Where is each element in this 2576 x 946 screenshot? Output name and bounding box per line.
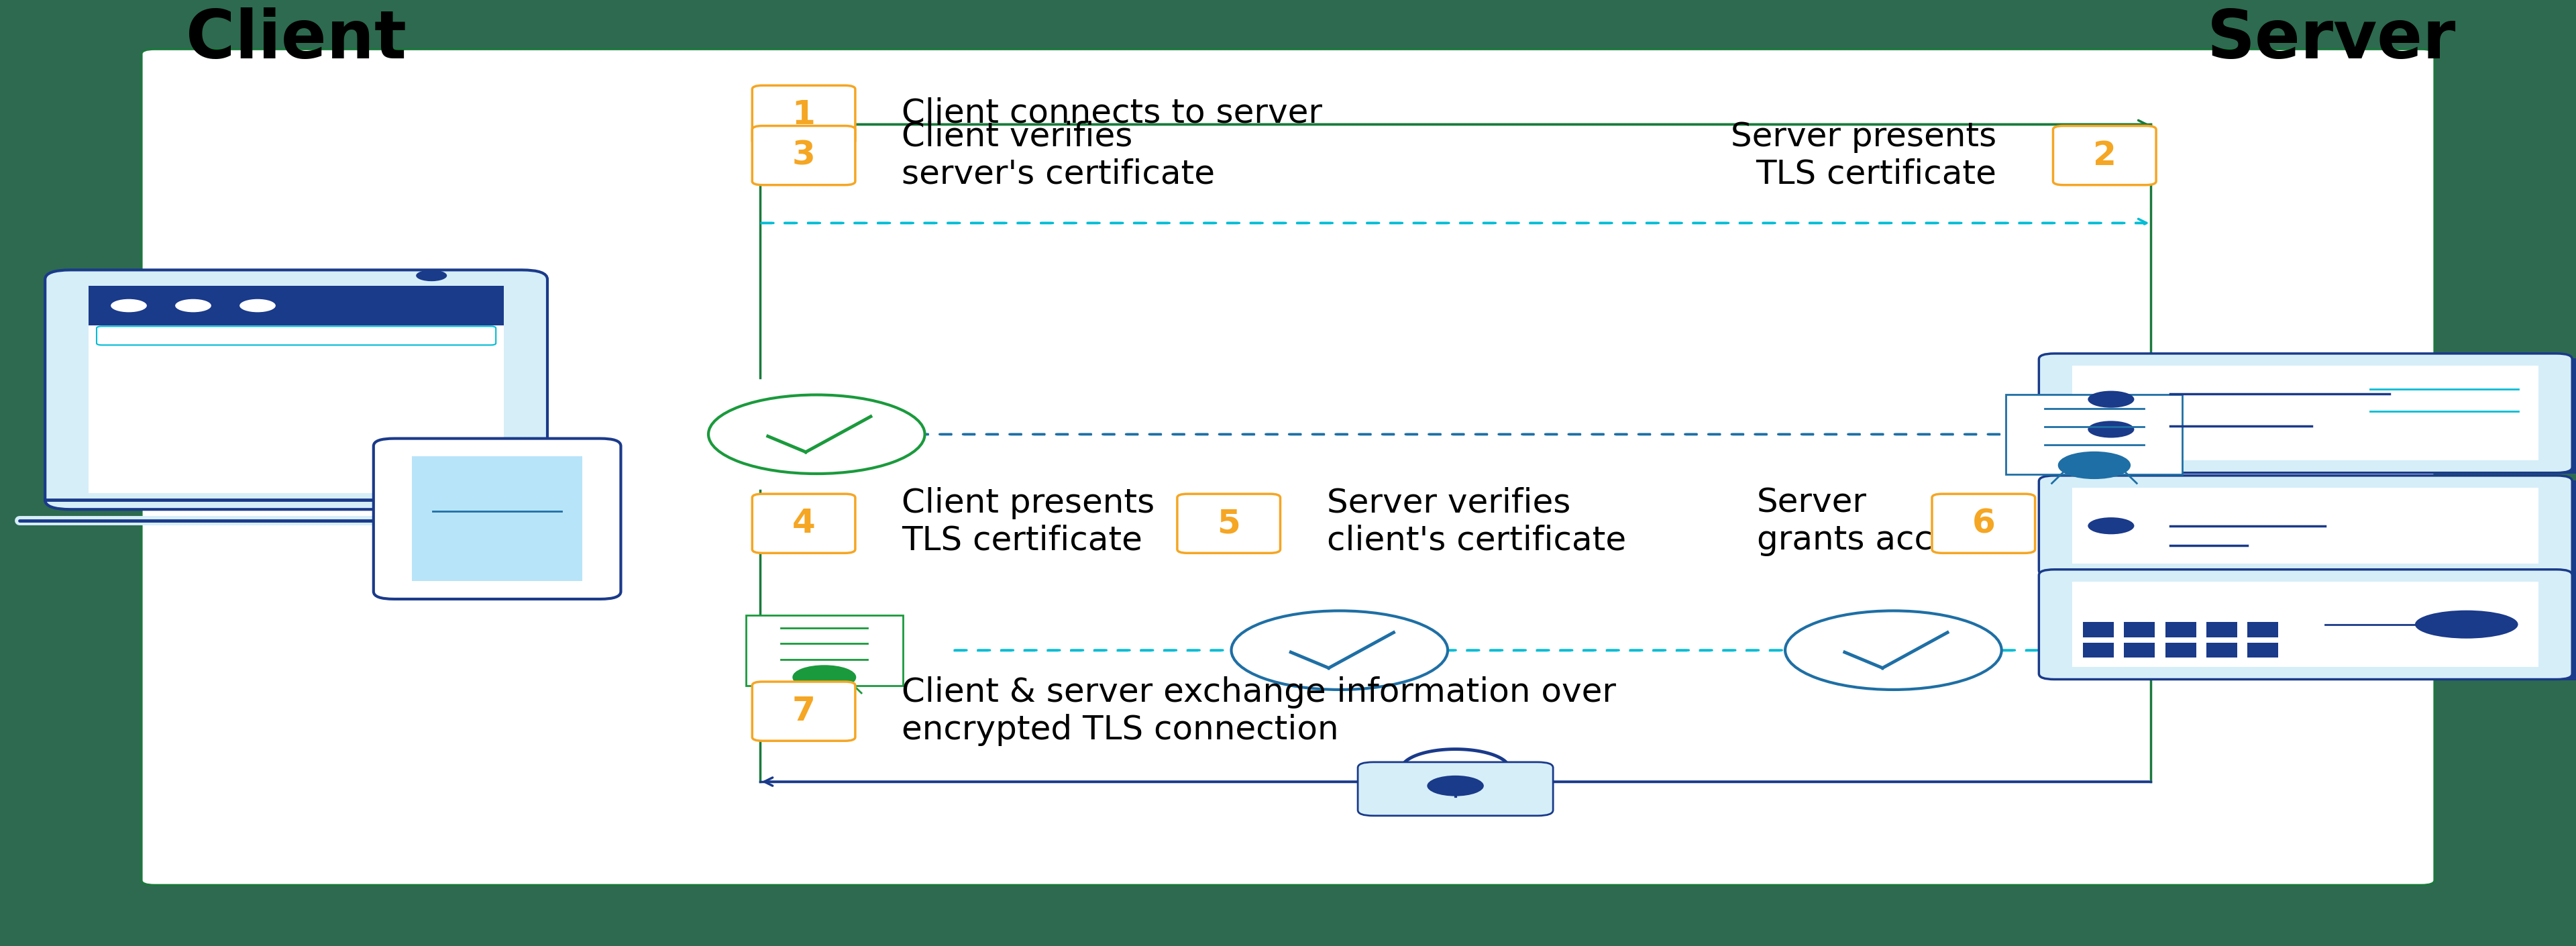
FancyBboxPatch shape [2558,574,2576,680]
FancyBboxPatch shape [374,439,621,599]
Circle shape [175,299,211,312]
FancyBboxPatch shape [2205,642,2236,657]
Text: Client presents
TLS certificate: Client presents TLS certificate [902,487,1154,556]
FancyBboxPatch shape [46,270,546,509]
FancyBboxPatch shape [2053,126,2156,185]
Text: Server presents
TLS certificate: Server presents TLS certificate [1731,121,1996,190]
FancyBboxPatch shape [2040,354,2571,473]
FancyBboxPatch shape [2123,642,2154,657]
FancyBboxPatch shape [2081,622,2112,637]
Text: Client verifies
server's certificate: Client verifies server's certificate [902,121,1216,190]
Circle shape [2087,421,2136,438]
Text: 1: 1 [791,99,817,131]
Text: 3: 3 [791,139,817,171]
FancyBboxPatch shape [2164,642,2195,657]
FancyBboxPatch shape [2246,642,2277,657]
Circle shape [1427,776,1484,797]
FancyBboxPatch shape [752,85,855,145]
Text: 5: 5 [1216,507,1242,539]
FancyBboxPatch shape [2071,488,2540,564]
Text: Client: Client [185,8,407,73]
Text: Server
grants access: Server grants access [1757,487,1989,556]
FancyBboxPatch shape [2558,481,2576,577]
Text: 4: 4 [791,507,817,539]
FancyBboxPatch shape [2164,622,2195,637]
Circle shape [2087,517,2136,534]
FancyBboxPatch shape [2123,622,2154,637]
Circle shape [1785,611,2002,690]
Ellipse shape [2416,610,2519,639]
Text: 2: 2 [2092,139,2117,171]
Circle shape [2058,452,2130,478]
Text: Client & server exchange information over
encrypted TLS connection: Client & server exchange information ove… [902,676,1615,746]
FancyBboxPatch shape [2205,622,2236,637]
FancyBboxPatch shape [2071,582,2540,667]
FancyBboxPatch shape [2007,394,2182,474]
Circle shape [1231,611,1448,690]
FancyBboxPatch shape [747,615,902,686]
Circle shape [111,299,147,312]
FancyBboxPatch shape [2081,642,2112,657]
FancyBboxPatch shape [752,494,855,553]
FancyBboxPatch shape [2246,622,2277,637]
FancyBboxPatch shape [1177,494,1280,553]
FancyBboxPatch shape [2040,569,2571,679]
FancyBboxPatch shape [88,286,502,325]
Text: Server: Server [2208,8,2455,73]
FancyBboxPatch shape [2040,476,2571,576]
FancyBboxPatch shape [88,324,502,494]
Circle shape [417,270,448,281]
Text: 7: 7 [791,695,817,727]
Text: Client connects to server: Client connects to server [902,97,1321,130]
Circle shape [2087,391,2136,408]
FancyBboxPatch shape [98,326,495,345]
FancyBboxPatch shape [1358,762,1553,815]
FancyBboxPatch shape [2558,359,2576,474]
FancyBboxPatch shape [1932,494,2035,553]
Text: Server verifies
client's certificate: Server verifies client's certificate [1327,487,1625,556]
FancyBboxPatch shape [2071,366,2540,461]
FancyBboxPatch shape [142,49,2434,885]
Circle shape [240,299,276,312]
Circle shape [793,666,855,689]
Circle shape [708,394,925,474]
FancyBboxPatch shape [752,682,855,741]
FancyBboxPatch shape [412,456,582,581]
FancyBboxPatch shape [752,126,855,185]
Text: 6: 6 [1971,507,1996,539]
